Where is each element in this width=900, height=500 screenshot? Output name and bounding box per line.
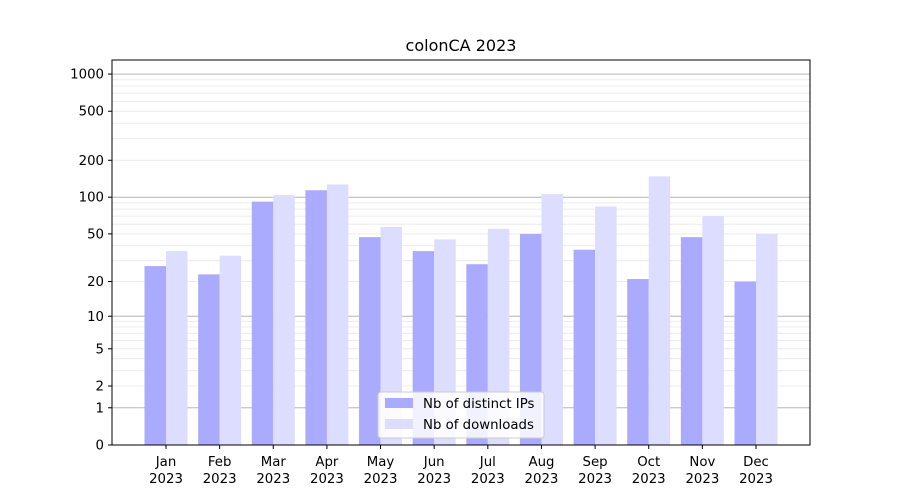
y-tick-label: 50 <box>87 227 104 242</box>
x-tick-label-year: 2023 <box>739 472 773 487</box>
y-tick-label: 10 <box>87 310 104 325</box>
y-tick-label: 1 <box>96 401 104 416</box>
x-tick-label-month: Sep <box>583 455 608 470</box>
bar-distinct-ips <box>198 274 220 445</box>
x-tick-label-year: 2023 <box>364 472 398 487</box>
x-tick-label-month: Jun <box>423 455 445 470</box>
bar-distinct-ips <box>734 281 756 445</box>
legend: Nb of distinct IPs Nb of downloads <box>377 391 545 439</box>
bar-downloads <box>541 194 563 445</box>
x-tick-label-month: Oct <box>637 455 660 470</box>
y-tick-label: 100 <box>79 191 104 206</box>
y-tick-label: 2 <box>96 380 104 395</box>
x-tick-label-month: Nov <box>689 455 715 470</box>
bar-distinct-ips <box>359 237 381 445</box>
bar-downloads <box>487 228 510 445</box>
x-tick-label-month: Jul <box>479 455 496 470</box>
x-tick-label-year: 2023 <box>471 472 505 487</box>
x-tick-label-year: 2023 <box>310 472 344 487</box>
y-tick-label: 1000 <box>70 68 104 83</box>
y-tick-label: 5 <box>96 342 104 357</box>
legend-box <box>377 391 545 439</box>
y-tick-label: 0 <box>96 439 104 454</box>
bar-downloads <box>273 195 295 445</box>
x-tick-label-year: 2023 <box>632 472 666 487</box>
bar-downloads <box>166 251 188 445</box>
bar-downloads <box>595 206 617 445</box>
bar-distinct-ips <box>627 279 649 445</box>
bar-distinct-ips <box>573 249 596 445</box>
bar-downloads <box>219 255 242 445</box>
x-tick-label-month: Mar <box>261 455 287 470</box>
y-tick-label: 200 <box>79 154 104 169</box>
x-tick-label-month: Jan <box>155 455 177 470</box>
y-axis: 0 1 2 5 10 20 50 100 200 500 1000 <box>70 68 112 454</box>
legend-label-distinct-ips: Nb of distinct IPs <box>423 397 535 412</box>
x-tick-label-month: May <box>367 455 395 470</box>
x-tick-label-year: 2023 <box>417 472 451 487</box>
x-tick-label-year: 2023 <box>525 472 559 487</box>
bar-downloads <box>702 216 724 445</box>
x-tick-label-year: 2023 <box>203 472 237 487</box>
y-tick-label: 20 <box>87 275 104 290</box>
x-tick-label-month: Dec <box>743 455 769 470</box>
legend-label-downloads: Nb of downloads <box>423 418 534 433</box>
bar-downloads <box>380 226 403 445</box>
legend-swatch-downloads <box>385 419 413 429</box>
bar-distinct-ips <box>305 190 327 445</box>
x-axis: Jan 2023 Feb 2023 Mar 2023 Apr 2023 May 2023 Jun 20… <box>149 445 773 487</box>
bar-distinct-ips <box>251 201 274 445</box>
x-tick-label-year: 2023 <box>685 472 719 487</box>
bar-distinct-ips <box>680 237 703 445</box>
bar-distinct-ips <box>144 266 166 445</box>
x-tick-label-year: 2023 <box>578 472 612 487</box>
legend-swatch-distinct-ips <box>385 398 413 408</box>
plot-frame <box>111 59 811 446</box>
y-tick-label: 500 <box>79 105 104 120</box>
bar-downloads <box>756 233 778 445</box>
bar-downloads <box>326 184 349 446</box>
x-tick-label-year: 2023 <box>149 472 183 487</box>
chart-title: colonCA 2023 <box>406 36 517 55</box>
x-tick-label-month: Feb <box>208 455 232 470</box>
bar-downloads <box>648 176 671 445</box>
x-tick-label-year: 2023 <box>256 472 290 487</box>
x-tick-label-month: Apr <box>315 455 339 470</box>
x-tick-label-month: Aug <box>528 455 554 470</box>
